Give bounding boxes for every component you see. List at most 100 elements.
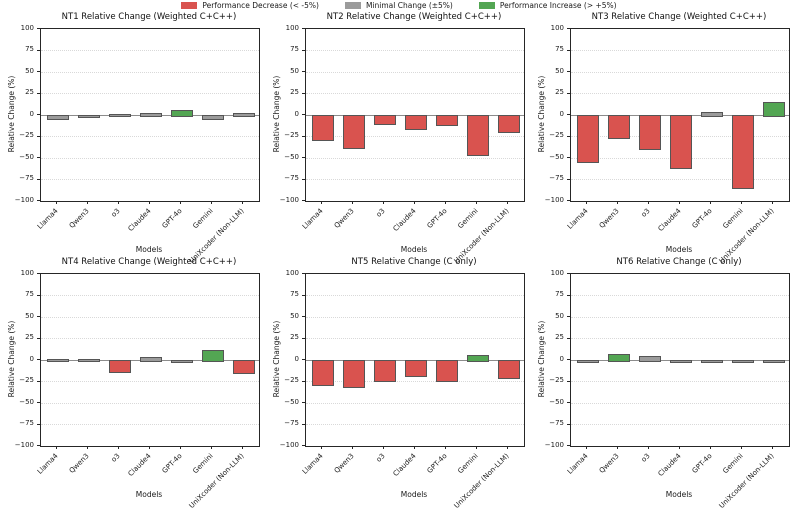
x-tick-mark — [445, 201, 447, 204]
y-tick-label: 75 — [290, 290, 299, 298]
gridline — [571, 71, 789, 73]
y-tick-mark — [567, 294, 570, 296]
y-axis-label: Relative Change (%) — [7, 75, 16, 153]
bar-o3 — [108, 360, 131, 374]
y-tick-mark — [37, 402, 40, 403]
gridline — [41, 50, 259, 51]
y-tick-label: 100 — [550, 268, 564, 277]
gridline — [571, 338, 789, 339]
bar-o3 — [638, 355, 661, 362]
x-tick-mark — [647, 201, 649, 204]
y-tick-mark — [302, 380, 305, 382]
x-tick-mark — [211, 201, 213, 204]
x-tick-mark — [382, 446, 384, 449]
chart-title: NT6 Relative Change (C only) — [616, 257, 742, 267]
y-tick-label: 100 — [550, 23, 564, 32]
y-tick-label: 0 — [29, 354, 34, 363]
x-tick-mark — [55, 201, 57, 204]
gridline — [306, 381, 524, 382]
y-tick-label: 0 — [559, 354, 564, 363]
y-tick-label: 75 — [290, 45, 299, 53]
x-tick-mark — [117, 446, 119, 449]
y-tick-label: 25 — [290, 88, 299, 96]
legend-swatch-increase — [478, 2, 495, 9]
y-tick-mark — [302, 423, 305, 425]
bar-claude4 — [405, 360, 427, 378]
x-axis-label: Models — [665, 490, 693, 499]
y-tick-mark — [302, 445, 305, 446]
x-tick-mark — [86, 446, 88, 449]
y-tick-label: 25 — [25, 88, 34, 96]
gridline — [41, 316, 259, 318]
y-tick-mark — [302, 316, 305, 317]
y-tick-label: −100 — [279, 195, 299, 204]
y-tick-mark — [37, 114, 40, 115]
bar-gpt-4o — [171, 109, 194, 117]
gridline — [306, 179, 524, 180]
x-tick-mark — [382, 201, 384, 204]
bar-qwen3 — [77, 359, 100, 362]
bar-qwen3 — [607, 115, 630, 139]
bar-gemini — [202, 115, 225, 121]
bar-gemini — [202, 349, 225, 362]
x-tick-mark — [242, 201, 244, 204]
x-tick-mark — [476, 446, 478, 449]
y-tick-mark — [302, 28, 305, 29]
legend-label: Performance Decrease (< -5%) — [202, 1, 319, 10]
gridline — [306, 402, 524, 404]
x-tick-mark — [55, 446, 57, 449]
bar-gemini — [467, 115, 490, 156]
gridline — [571, 179, 789, 180]
chart-title: NT1 Relative Change (Weighted C+C++) — [61, 12, 237, 22]
y-tick-label: −50 — [549, 152, 564, 161]
x-tick-mark — [180, 446, 182, 449]
gridline — [41, 157, 259, 159]
y-tick-mark — [37, 294, 40, 296]
y-tick-label: −100 — [544, 440, 564, 449]
x-tick-mark — [679, 201, 680, 204]
y-tick-mark — [302, 402, 305, 403]
bar-llama4 — [311, 360, 334, 387]
y-tick-label: 75 — [25, 290, 34, 298]
plot-area — [305, 28, 525, 202]
gridline — [306, 157, 524, 159]
y-tick-mark — [37, 135, 40, 137]
y-tick-label: 25 — [555, 333, 564, 341]
x-tick-mark — [414, 201, 415, 204]
chart-title: NT3 Relative Change (Weighted C+C++) — [591, 12, 767, 22]
y-tick-mark — [567, 135, 570, 137]
y-tick-label: −25 — [284, 131, 299, 139]
chart-nt4: NT4 Relative Change (Weighted C+C++) 100 7… — [0, 245, 265, 510]
bar-qwen3 — [342, 360, 365, 388]
y-tick-mark — [302, 337, 305, 339]
y-tick-mark — [302, 135, 305, 137]
bar-o3 — [373, 115, 396, 125]
y-tick-label: 100 — [20, 268, 34, 277]
y-tick-label: 50 — [25, 66, 34, 75]
y-tick-label: −75 — [19, 174, 34, 182]
gridline — [571, 50, 789, 51]
y-tick-label: 50 — [290, 311, 299, 320]
y-tick-mark — [37, 359, 40, 360]
x-tick-mark — [149, 446, 150, 449]
y-tick-mark — [37, 157, 40, 158]
y-tick-label: −75 — [284, 419, 299, 427]
x-tick-mark — [211, 446, 213, 449]
y-tick-mark — [567, 114, 570, 115]
x-tick-mark — [772, 201, 774, 204]
bar-llama4 — [576, 115, 599, 164]
x-tick-mark — [86, 201, 88, 204]
bar-gpt-4o — [436, 360, 459, 382]
y-tick-mark — [302, 294, 305, 296]
legend-swatch-minimal — [344, 2, 361, 9]
gridline — [571, 316, 789, 318]
gridline — [41, 179, 259, 180]
y-tick-label: 25 — [555, 88, 564, 96]
bar-qwen3 — [342, 115, 365, 149]
y-tick-label: −100 — [14, 195, 34, 204]
gridline — [41, 402, 259, 404]
y-tick-label: 25 — [290, 333, 299, 341]
plot-area — [40, 28, 260, 202]
y-tick-mark — [302, 178, 305, 180]
x-tick-mark — [710, 446, 712, 449]
